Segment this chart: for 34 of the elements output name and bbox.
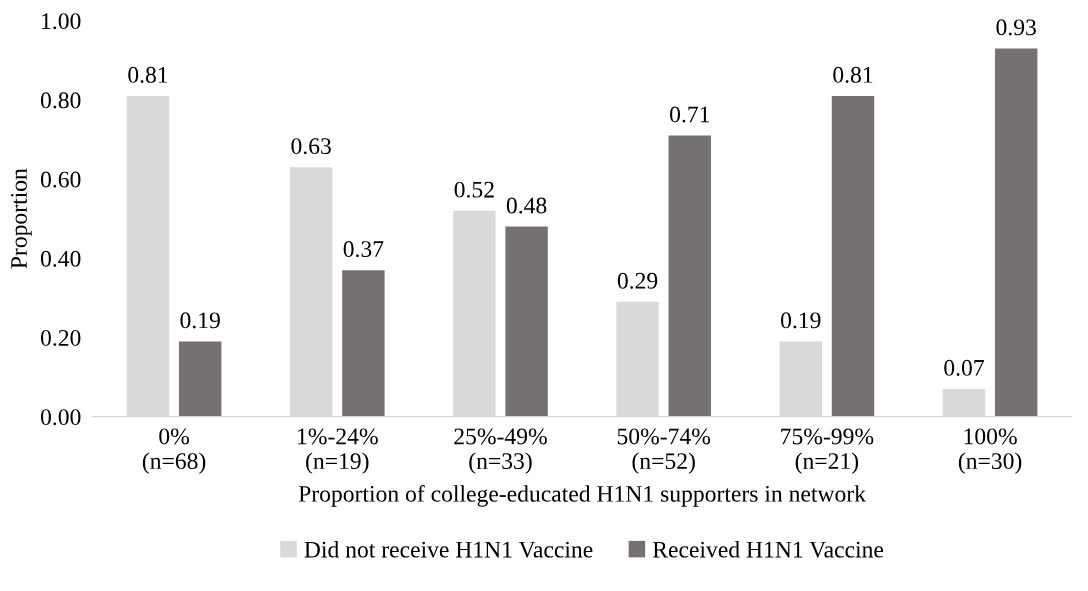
data-label: 0.29 (617, 272, 658, 289)
bar (342, 270, 385, 417)
data-label: 0.48 (506, 197, 547, 214)
data-label: 0.63 (291, 138, 331, 155)
y-tick-label: 1.00 (42, 13, 81, 30)
bar (831, 95, 875, 417)
x-tick-label: 0% (n=68) (142, 428, 206, 474)
bar (668, 135, 712, 417)
y-tick-label: 0.40 (40, 250, 81, 267)
data-label: 0.19 (180, 312, 220, 329)
data-label: 0.52 (454, 181, 494, 198)
y-axis-title: Proportion (11, 168, 32, 269)
data-label: 0.81 (833, 66, 873, 83)
y-tick-label: 0.60 (40, 171, 81, 188)
bar (505, 226, 548, 417)
x-tick-label: 100% (n=30) (958, 428, 1022, 474)
data-label: 0.07 (944, 359, 984, 376)
legend-label: Received H1N1 Vaccine (652, 541, 884, 558)
x-tick-label: 25%-49% (n=33) (454, 428, 547, 474)
x-axis-title: Proportion of college-educated H1N1 supporters in network (298, 484, 866, 507)
y-tick-label: 0.00 (40, 409, 81, 426)
legend-label: Did not receive H1N1 Vaccine (304, 541, 593, 558)
y-tick-label: 0.20 (40, 329, 81, 346)
x-tick-label: 50%-74% (n=52) (617, 428, 711, 474)
bar (994, 48, 1038, 417)
data-label: 0.93 (996, 19, 1036, 36)
y-tick-label: 0.80 (40, 92, 81, 109)
bar (178, 341, 222, 417)
data-label: 0.71 (670, 106, 710, 123)
data-label: 0.37 (343, 241, 384, 258)
x-tick-label: 75%-99% (n=21) (781, 428, 874, 474)
x-tick-label: 1%-24% (n=19) (298, 428, 378, 474)
data-label: 0.81 (128, 66, 168, 83)
data-label: 0.19 (781, 312, 821, 329)
